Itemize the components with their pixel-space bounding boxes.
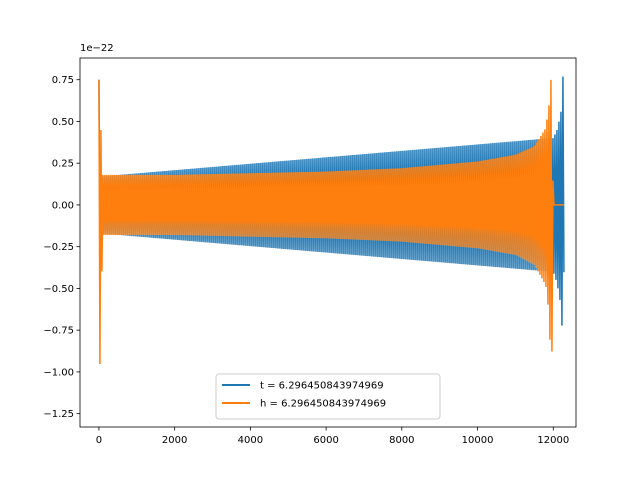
x-tick-label: 0 [96, 435, 102, 446]
y-tick-label: 0.75 [52, 75, 74, 86]
legend-label: h = 6.296450843974969 [260, 399, 386, 410]
legend: t = 6.296450843974969 h = 6.2964508439749… [215, 373, 441, 420]
y-tick-label: −0.75 [43, 326, 74, 337]
x-tick-label: 10000 [462, 435, 494, 446]
y-tick-label: −0.25 [43, 242, 74, 253]
y-axis: 0.75 0.50 0.25 0.00 −0.25 −0.50 −0.75 −1.00 −1.2… [43, 75, 80, 420]
y-tick-label: 0.00 [52, 200, 74, 211]
x-tick-label: 12000 [537, 435, 569, 446]
y-tick-label: 0.25 [52, 159, 74, 170]
x-tick-label: 6000 [313, 435, 338, 446]
x-tick-label: 8000 [389, 435, 414, 446]
series-line [98, 79, 564, 365]
x-tick-label: 4000 [238, 435, 263, 446]
plot-frame [79, 57, 577, 428]
y-tick-label: 0.50 [52, 117, 74, 128]
legend-label: t = 6.296450843974969 [260, 381, 384, 392]
y-offset-label: 1e−22 [80, 43, 114, 54]
y-tick-label: −1.25 [43, 409, 74, 420]
y-tick-label: −1.00 [43, 367, 74, 378]
legend-box [215, 373, 441, 420]
x-tick-label: 2000 [162, 435, 187, 446]
y-tick-label: −0.50 [43, 284, 74, 295]
x-axis: 0 2000 4000 6000 8000 10000 12000 [96, 427, 569, 446]
series-layer [98, 76, 565, 365]
